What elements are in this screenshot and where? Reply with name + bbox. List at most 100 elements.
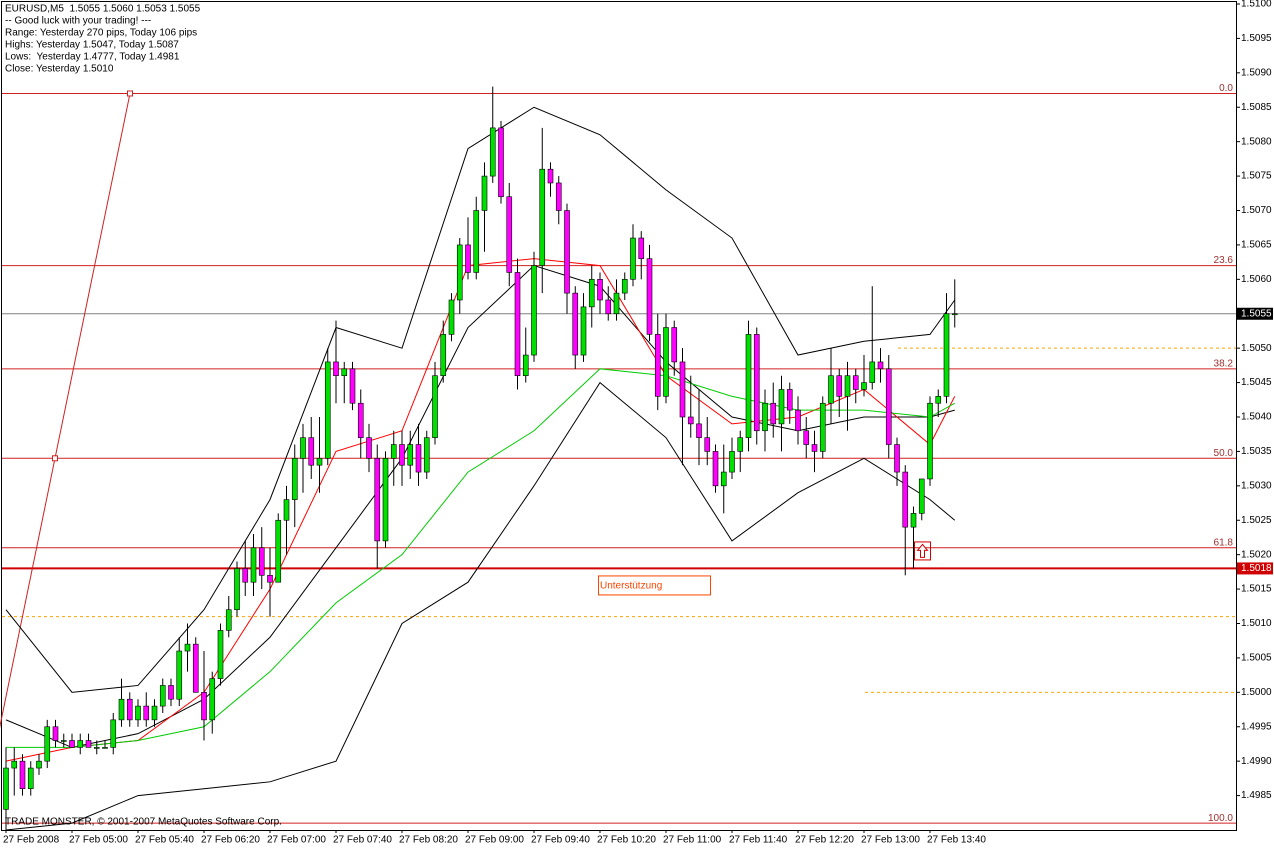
x-tick-label: 27 Feb 11:40: [729, 835, 788, 846]
candle-body: [258, 547, 265, 576]
candle-body: [357, 402, 364, 438]
candle-body: [745, 334, 752, 438]
candle-body: [423, 437, 430, 473]
info-line: Highs: Yesterday 1.5047, Today 1.5087: [5, 40, 179, 51]
candle-body: [250, 547, 257, 583]
y-tick-label: 1.5060: [1241, 274, 1272, 285]
candle-body: [621, 279, 628, 294]
candle-body: [300, 437, 306, 459]
candle-body: [531, 265, 537, 356]
y-tick-label: 1.5010: [1241, 618, 1272, 629]
candle-body: [638, 237, 645, 259]
candle-body: [36, 760, 42, 769]
candle-body: [217, 630, 224, 679]
candle-body: [687, 416, 694, 425]
y-tick-label: 1.5090: [1241, 67, 1272, 78]
y-tick-label: 1.5095: [1241, 33, 1272, 44]
x-tick-label: 27 Feb 07:40: [333, 835, 392, 846]
candle-body: [588, 279, 595, 308]
candle-body: [349, 368, 356, 404]
candle-body: [52, 726, 59, 741]
fib-label: 61.8: [1214, 537, 1234, 548]
y-tick-label: 1.5080: [1241, 136, 1272, 147]
candle-body: [506, 196, 513, 273]
candle-body: [910, 513, 917, 528]
candle-body: [819, 402, 826, 452]
candle-body: [60, 740, 67, 742]
candle-body: [3, 767, 9, 810]
candle-body: [110, 719, 117, 748]
price-tag-label: 1.5018: [1241, 563, 1272, 574]
candle-body: [93, 747, 100, 749]
candle-body: [69, 740, 75, 748]
y-tick-label: 1.5005: [1241, 653, 1272, 664]
y-tick-label: 1.4985: [1241, 790, 1272, 801]
candle-body: [720, 471, 727, 487]
price-tag: [1237, 562, 1273, 575]
candle-body: [225, 609, 232, 631]
y-tick-label: 1.5030: [1241, 480, 1272, 491]
candle-body: [85, 740, 92, 748]
candle-body: [267, 575, 273, 583]
y-tick-label: 1.5050: [1241, 343, 1272, 354]
candle-body: [333, 361, 339, 376]
fib-label: 100.0: [1208, 813, 1233, 824]
candle-body: [159, 685, 166, 707]
arrow-box: [914, 541, 931, 561]
y-tick-label: 1.5025: [1241, 515, 1272, 526]
x-tick-label: 27 Feb 09:40: [531, 835, 590, 846]
candle-body: [597, 279, 603, 301]
candle-body: [440, 334, 447, 376]
y-tick-label: 1.4990: [1241, 756, 1272, 767]
candle-body: [704, 437, 711, 452]
y-tick-label: 1.5040: [1241, 412, 1272, 423]
price-tag-label: 1.5055: [1241, 308, 1272, 319]
candle-body: [877, 361, 884, 370]
candle-body: [605, 299, 612, 315]
footer: TRADE MONSTER, © 2001-2007 MetaQuotes So…: [5, 817, 282, 828]
x-tick-label: 27 Feb 13:00: [861, 835, 920, 846]
candle-body: [729, 451, 735, 473]
candle-body: [663, 327, 669, 397]
candle-body: [869, 361, 876, 383]
candle-body: [654, 334, 661, 397]
candle-body: [291, 457, 298, 500]
candle-body: [209, 678, 216, 721]
x-tick-label: 27 Feb 08:20: [399, 835, 458, 846]
candle-body: [679, 361, 686, 418]
candle-body: [415, 444, 422, 473]
x-tick-label: 27 Feb 2008: [3, 835, 60, 846]
y-tick-label: 1.5045: [1241, 377, 1272, 388]
y-tick-label: 1.5075: [1241, 171, 1272, 182]
candle-body: [44, 726, 51, 762]
candle-body: [308, 437, 315, 466]
candle-body: [555, 182, 562, 211]
candle-body: [671, 327, 678, 363]
candle-body: [786, 389, 793, 411]
candle-body: [811, 444, 818, 452]
candle-body: [935, 396, 942, 404]
y-tick-label: 1.5065: [1241, 240, 1272, 251]
fib-label: 0.0: [1219, 83, 1233, 94]
x-tick-label: 27 Feb 10:20: [597, 835, 656, 846]
info-line: Lows: Yesterday 1.4777, Today 1.4981: [5, 52, 180, 63]
y-tick-label: 1.5015: [1241, 584, 1272, 595]
candle-body: [135, 705, 141, 721]
x-tick-label: 27 Feb 09:00: [465, 835, 524, 846]
candle-body: [399, 444, 405, 466]
annotation-box: [598, 575, 711, 596]
fib-label: 38.2: [1214, 358, 1234, 369]
candle-body: [927, 402, 933, 480]
candle-body: [432, 375, 438, 438]
x-tick-label: 27 Feb 05:00: [69, 835, 128, 846]
y-tick-label: 1.5020: [1241, 549, 1272, 560]
candle-body: [498, 127, 504, 198]
fib-label: 23.6: [1214, 255, 1234, 266]
candle-body: [102, 747, 108, 749]
candle-body: [753, 334, 760, 432]
x-tick-label: 27 Feb 06:20: [201, 835, 260, 846]
x-tick-label: 27 Feb 05:40: [135, 835, 194, 846]
candle-body: [473, 210, 480, 273]
candle-body: [885, 368, 892, 445]
